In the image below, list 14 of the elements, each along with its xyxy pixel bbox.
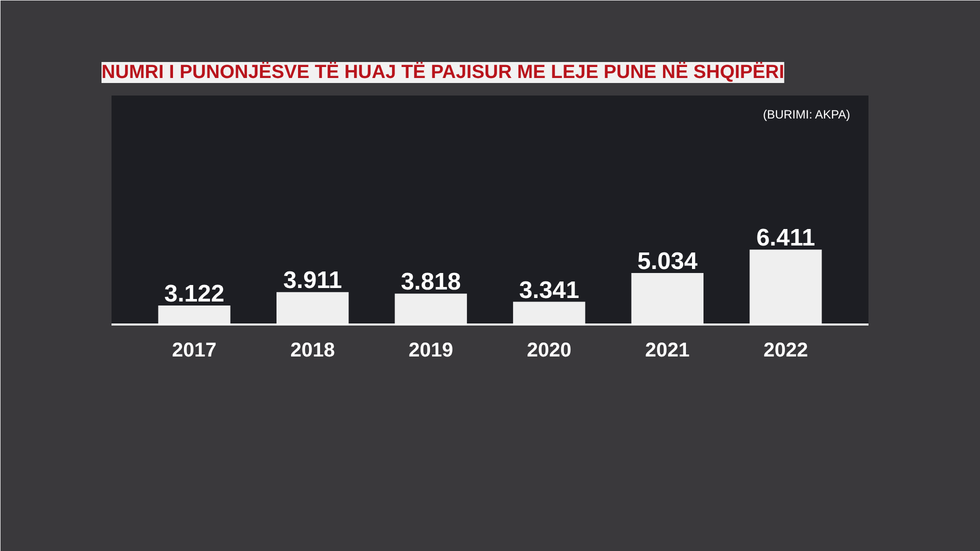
x-tick-label: 2018: [290, 340, 335, 362]
data-label: 6.411: [756, 224, 816, 252]
data-label: 3.818: [400, 268, 461, 296]
x-tick-label: 2019: [408, 340, 454, 362]
data-label: 3.122: [164, 280, 224, 308]
data-label: 5.034: [637, 248, 698, 276]
data-label: 3.911: [283, 267, 342, 294]
x-tick-label: 2022: [763, 340, 808, 362]
data-label: 3.341: [519, 276, 580, 304]
x-tick-label: 2021: [645, 340, 690, 362]
x-tick-label: 2020: [526, 340, 572, 362]
annotation: (BURIMI: AKPA): [762, 108, 850, 122]
chart-title: NUMRI I PUNONJËSVE TË HUAJ TË PAJISUR ME LEJE PUNE NË SHQIPËRI: [102, 61, 784, 83]
x-tick-label: 2017: [172, 340, 217, 362]
